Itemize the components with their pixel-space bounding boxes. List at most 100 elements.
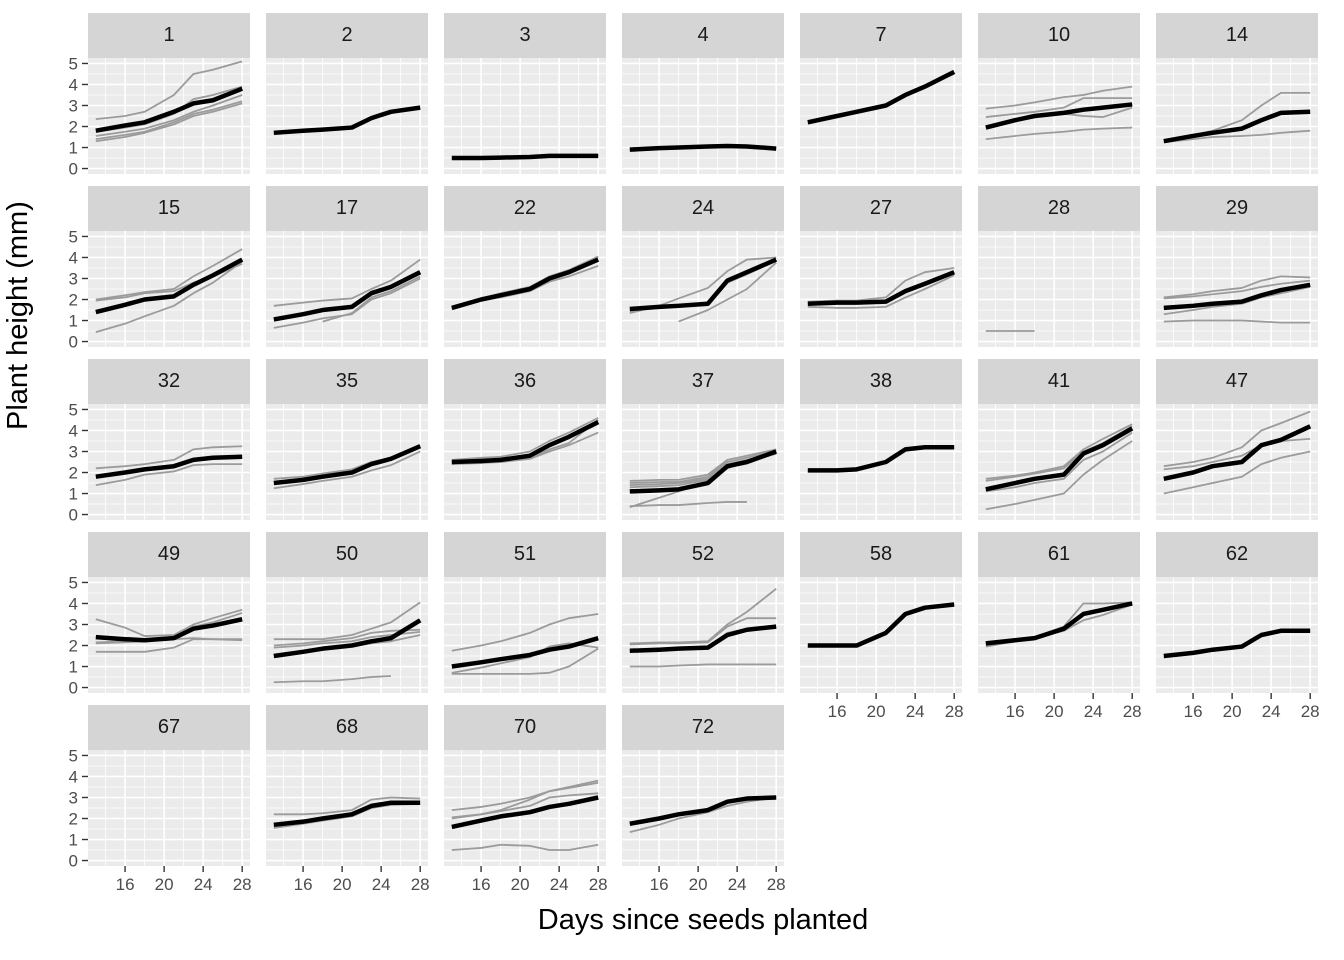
x-tick-label: 28 (945, 702, 964, 721)
facet-strip-label: 28 (978, 186, 1140, 231)
facet-strip-label: 24 (622, 186, 784, 231)
facet-plot-area (1156, 404, 1318, 520)
y-tick-label: 0 (69, 333, 78, 352)
x-tick-label: 16 (116, 875, 135, 894)
x-tick-label: 16 (294, 875, 313, 894)
facet-plot-area (622, 404, 784, 520)
facet-plot-area (978, 231, 1140, 347)
facet-plot-area (444, 404, 606, 520)
facet-strip-label: 29 (1156, 186, 1318, 231)
y-tick-label: 1 (69, 485, 78, 504)
facet-panel-2: 2 (266, 13, 428, 174)
facet-panel-27: 27 (800, 186, 962, 347)
facet-plot-area (444, 577, 606, 693)
y-tick-label: 5 (69, 573, 78, 592)
facet-panel-67: 67 (88, 705, 250, 866)
facet-strip-label: 47 (1156, 359, 1318, 404)
x-tick-label: 20 (1223, 702, 1242, 721)
y-tick-label: 4 (69, 767, 78, 786)
facet-plot-area (1156, 577, 1318, 693)
y-tick-label: 3 (69, 615, 78, 634)
x-tick-label: 28 (1301, 702, 1320, 721)
y-tick-label: 5 (69, 54, 78, 73)
x-tick-label: 16 (828, 702, 847, 721)
facet-panel-51: 51 (444, 532, 606, 693)
x-tick-label: 16 (1006, 702, 1025, 721)
facet-plot-area (800, 58, 962, 174)
facet-panel-7: 7 (800, 13, 962, 174)
facet-plot-area (800, 577, 962, 693)
x-tick-label: 16 (472, 875, 491, 894)
x-tick-label: 24 (728, 875, 747, 894)
facet-plot-area (266, 58, 428, 174)
y-tick-label: 3 (69, 442, 78, 461)
facet-panel-68: 68 (266, 705, 428, 866)
facet-strip-label: 50 (266, 532, 428, 577)
facet-plot-area (978, 404, 1140, 520)
facet-plot-area (800, 404, 962, 520)
facet-strip-label: 67 (88, 705, 250, 750)
y-tick-label: 4 (69, 248, 78, 267)
facet-panel-38: 38 (800, 359, 962, 520)
facet-panel-28: 28 (978, 186, 1140, 347)
x-tick-label: 20 (867, 702, 886, 721)
facet-strip-label: 32 (88, 359, 250, 404)
facet-panel-32: 32 (88, 359, 250, 520)
y-tick-label: 4 (69, 75, 78, 94)
x-axis-70: 16 20 24 28 (472, 866, 608, 894)
facet-plot-area (444, 58, 606, 174)
y-tick-label: 2 (69, 810, 78, 829)
y-tick-label: 0 (69, 679, 78, 698)
y-tick-label: 5 (69, 227, 78, 246)
facet-plot-area (266, 750, 428, 866)
facet-strip-label: 2 (266, 13, 428, 58)
y-axis-row-3: 0 1 2 3 4 5 (69, 573, 88, 698)
facet-panel-47: 47 (1156, 359, 1318, 520)
facet-strip-label: 22 (444, 186, 606, 231)
facet-panel-3: 3 (444, 13, 606, 174)
facet-strip-label: 37 (622, 359, 784, 404)
facet-panel-52: 52 (622, 532, 784, 693)
y-tick-label: 3 (69, 788, 78, 807)
facet-panel-36: 36 (444, 359, 606, 520)
x-tick-label: 24 (194, 875, 213, 894)
facet-plot-area (444, 231, 606, 347)
facet-plot-area (622, 58, 784, 174)
facet-plot-area (88, 577, 250, 693)
facet-plot-area (266, 231, 428, 347)
facet-strip-label: 68 (266, 705, 428, 750)
y-tick-label: 0 (69, 160, 78, 179)
y-tick-label: 2 (69, 291, 78, 310)
facet-plot-area (622, 577, 784, 693)
facet-plot-area (1156, 58, 1318, 174)
facet-plot-area (1156, 231, 1318, 347)
facet-strip-label: 72 (622, 705, 784, 750)
y-tick-label: 5 (69, 400, 78, 419)
facet-panel-1: 1 (88, 13, 250, 174)
x-tick-label: 20 (155, 875, 174, 894)
facet-strip-label: 70 (444, 705, 606, 750)
y-tick-label: 3 (69, 96, 78, 115)
x-tick-label: 28 (233, 875, 252, 894)
facet-strip-label: 4 (622, 13, 784, 58)
facet-strip-label: 27 (800, 186, 962, 231)
y-tick-label: 1 (69, 658, 78, 677)
x-axis-58: 16 20 24 28 (828, 693, 964, 721)
facet-plot-area (978, 58, 1140, 174)
facet-panel-49: 49 (88, 532, 250, 693)
x-axis-72: 16 20 24 28 (650, 866, 786, 894)
facet-panel-62: 62 (1156, 532, 1318, 693)
x-axis-62: 16 20 24 28 (1184, 693, 1320, 721)
facet-strip-label: 10 (978, 13, 1140, 58)
facet-panel-58: 58 (800, 532, 962, 693)
facet-panel-10: 10 (978, 13, 1140, 174)
facet-plot-area (266, 577, 428, 693)
y-tick-label: 0 (69, 852, 78, 871)
y-axis-row-4: 0 1 2 3 4 5 (69, 746, 88, 871)
x-axis-title: Days since seeds planted (537, 904, 869, 936)
facet-panel-29: 29 (1156, 186, 1318, 347)
x-tick-label: 24 (1084, 702, 1103, 721)
facet-plot-area (266, 404, 428, 520)
facet-plot-area (622, 750, 784, 866)
